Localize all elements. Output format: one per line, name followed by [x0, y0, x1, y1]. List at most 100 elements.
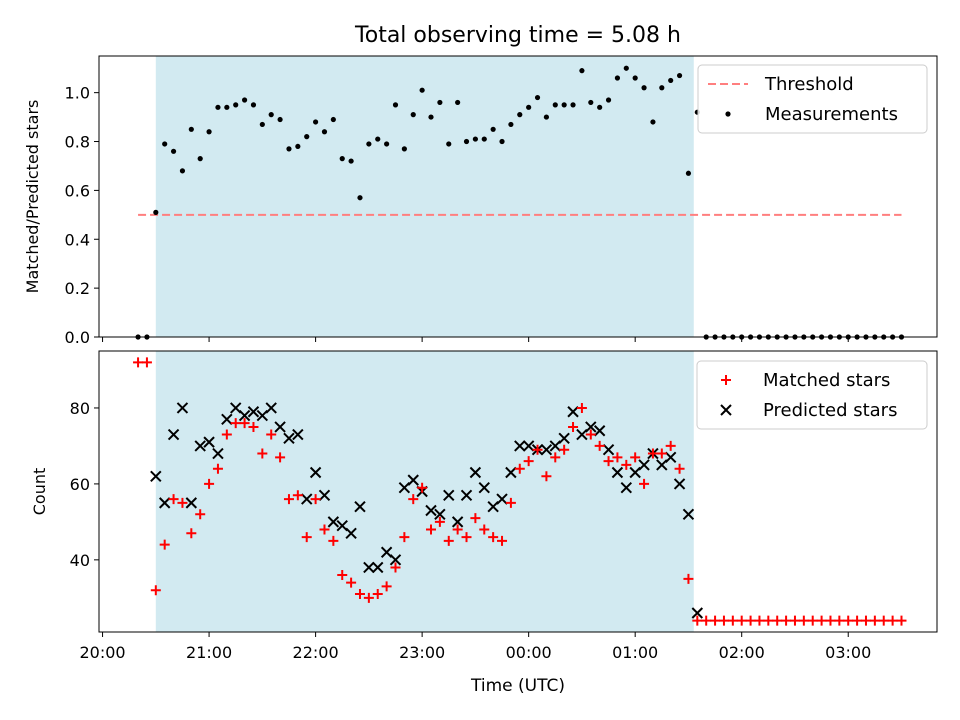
measurement-point	[508, 121, 514, 128]
matched-star-point	[434, 516, 445, 527]
matched-star-point	[212, 463, 223, 474]
matched-star-point	[816, 615, 827, 626]
predicted-star-point	[691, 607, 704, 619]
measurement-point	[162, 141, 168, 147]
matched-star-point	[585, 429, 596, 440]
matched-star-point	[310, 494, 321, 505]
predicted-star-point	[460, 489, 473, 502]
matched-star-point	[505, 497, 516, 508]
measurement-point	[330, 116, 336, 123]
matched-star-point	[186, 528, 197, 539]
predicted-star-point	[247, 406, 260, 418]
legend-frame	[697, 64, 928, 134]
predicted-star-point	[354, 500, 366, 513]
shaded-region	[155, 56, 694, 337]
matched-star-point	[630, 452, 641, 463]
matched-star-point	[639, 478, 650, 489]
predicted-star-point	[682, 508, 695, 520]
matched-star-point	[825, 615, 836, 626]
x-tick-label: 20:00	[79, 643, 125, 662]
matched-star-point	[354, 589, 365, 600]
predicted-star-point	[434, 508, 446, 520]
predicted-star-point	[301, 493, 313, 505]
legend-threshold-label: Threshold	[764, 74, 854, 95]
matched-star-point	[798, 615, 809, 626]
measurement-point	[401, 146, 407, 152]
measurement-point	[277, 116, 283, 123]
matched-star-point	[514, 463, 525, 474]
predicted-star-point	[238, 409, 251, 422]
measurement-point	[685, 170, 692, 176]
measurement-point	[392, 102, 399, 108]
y-axis-label: Matched/Predicted stars	[23, 100, 42, 294]
x-tick-label: 22:00	[293, 643, 339, 662]
x-tick-label: 02:00	[719, 643, 765, 662]
matched-star-point	[745, 615, 756, 626]
predicted-star-point	[522, 440, 535, 452]
measurement-point	[481, 136, 487, 142]
matched-star-point	[283, 494, 294, 505]
x-tick-label: 00:00	[506, 643, 552, 662]
measurement-point	[428, 114, 434, 120]
matched-star-point	[452, 524, 463, 535]
x-axis-label: Time (UTC)	[470, 676, 565, 696]
y-tick-label: 0.0	[65, 328, 90, 347]
predicted-star-point	[292, 428, 304, 441]
matched-star-point	[541, 471, 552, 482]
predicted-star-point	[221, 413, 233, 426]
measurement-point	[268, 112, 274, 118]
predicted-star-point	[673, 478, 686, 490]
matched-star-point	[665, 440, 676, 451]
x-tick-label: 01:00	[612, 643, 658, 662]
matched-star-point	[621, 459, 632, 470]
axes-frame	[98, 55, 938, 338]
measurement-point	[384, 141, 390, 147]
matched-star-point	[479, 524, 490, 535]
matched-star-point	[896, 615, 907, 626]
matched-star-point	[594, 440, 605, 451]
predicted-star-point	[638, 459, 650, 471]
measurement-point	[668, 77, 674, 84]
legend-predicted-label: Predicted stars	[763, 400, 897, 421]
y-tick-label: 0.2	[65, 279, 90, 298]
predicted-star-point	[372, 561, 384, 574]
predicted-star-point	[265, 402, 277, 414]
measurement-point	[233, 102, 239, 108]
measurement-point	[286, 146, 292, 152]
y-tick-label: 60	[70, 475, 90, 494]
matched-star-point	[772, 615, 783, 626]
matched-star-point	[532, 444, 543, 455]
matched-star-point	[789, 615, 800, 626]
predicted-star-point	[150, 470, 162, 483]
predicted-star-point	[176, 402, 189, 414]
predicted-star-point	[451, 516, 464, 528]
measurement-point	[357, 195, 363, 201]
measurement-point	[472, 136, 478, 142]
predicted-star-point	[158, 497, 171, 509]
measurement-point	[676, 72, 683, 79]
predicted-star-point	[407, 474, 419, 486]
matched-star-point	[390, 562, 401, 573]
measurement-point	[561, 102, 567, 108]
predicted-star-point	[558, 432, 570, 445]
legend-top: Threshold Measurements	[697, 64, 928, 134]
matched-star-point	[319, 524, 330, 535]
measurement-point	[304, 134, 310, 140]
matched-star-point	[381, 581, 392, 592]
measurement-point	[605, 97, 612, 103]
measurement-point	[241, 97, 248, 103]
matched-star-point	[301, 532, 312, 543]
measurement-point	[446, 141, 452, 147]
measurement-point	[250, 102, 257, 108]
measurement-point	[588, 99, 594, 106]
measurement-point	[419, 87, 425, 93]
predicted-star-point	[389, 554, 402, 566]
matched-star-point	[701, 615, 712, 626]
matched-star-point	[781, 615, 792, 626]
predicted-star-point	[283, 432, 295, 445]
measurement-point	[188, 126, 194, 132]
predicted-star-point	[478, 481, 490, 494]
matched-star-point	[204, 478, 215, 489]
matched-star-point	[869, 615, 880, 626]
